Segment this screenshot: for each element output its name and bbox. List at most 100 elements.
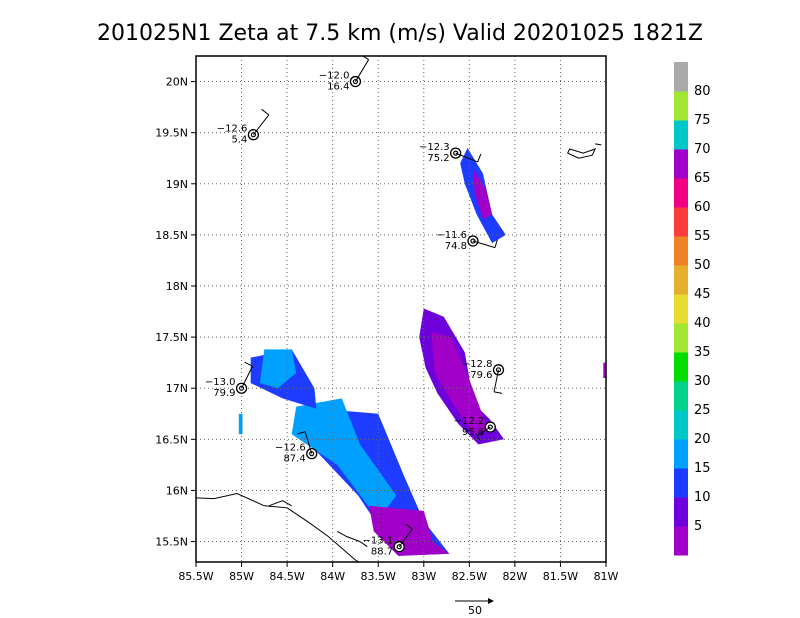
- colorbar-label: 5: [694, 519, 702, 534]
- y-tick-label: 17N: [166, 382, 188, 395]
- station-dot: [470, 238, 476, 244]
- colorbar-label: 50: [694, 258, 711, 273]
- wind-barb-staff: [253, 114, 270, 136]
- wind-barb-staff: [241, 365, 254, 389]
- colorbar-segment: [674, 265, 688, 295]
- colorbar-label: 30: [694, 374, 711, 389]
- y-tick-label: 17.5N: [155, 331, 188, 344]
- station-markers: −12.016.4 −12.6 5.4 −12.375.2 −11.674.8 −13.0…: [205, 56, 505, 558]
- station-lower-value: 95.6: [462, 427, 484, 438]
- x-tick-label: 82.5W: [452, 570, 487, 583]
- colorbar-segment: [674, 497, 688, 527]
- wind-barb-flag: [405, 523, 413, 530]
- wind-barb-staff: [455, 152, 478, 163]
- y-tick-label: 18N: [166, 280, 188, 293]
- x-tick-label: 84W: [320, 570, 345, 583]
- colorbar-segment: [674, 91, 688, 121]
- station-upper-value: −12.3: [419, 142, 450, 153]
- station-marker: −13.079.9: [205, 361, 254, 399]
- station-marker: −11.674.8: [436, 230, 498, 252]
- station-lower-value: 75.2: [427, 153, 449, 164]
- chart-title: 201025N1 Zeta at 7.5 km (m/s) Valid 2020…: [97, 21, 703, 46]
- x-tick-label: 81.5W: [543, 570, 578, 583]
- wind-barb-flag: [476, 435, 481, 441]
- zeta-shaded-region: [291, 398, 397, 520]
- colorbar-label: 45: [694, 287, 711, 302]
- colorbar-label: 80: [694, 84, 711, 99]
- colorbar-label: 10: [694, 490, 711, 505]
- coastline-honduras: [196, 492, 361, 562]
- station-upper-value: −12.2: [454, 416, 485, 427]
- wind-barb-flag: [296, 431, 306, 435]
- coastline-islet: [595, 143, 602, 146]
- station-marker: −13.188.7: [363, 523, 413, 558]
- colorbar-segment: [674, 526, 688, 556]
- reference-arrow-head: [488, 598, 494, 604]
- x-tick-label: 85W: [229, 570, 254, 583]
- colorbar-label: 20: [694, 432, 711, 447]
- y-tick-label: 18.5N: [155, 229, 188, 242]
- station-lower-value: 74.8: [445, 241, 467, 252]
- colorbar-label: 35: [694, 345, 711, 360]
- station-dot: [487, 424, 493, 430]
- zeta-shaded-region: [473, 168, 493, 220]
- colorbar-segment: [674, 178, 688, 208]
- station-upper-value: −13.0: [205, 377, 236, 388]
- colorbar-segment: [674, 381, 688, 411]
- colorbar-label: 70: [694, 142, 711, 157]
- zeta-shaded-region: [431, 332, 488, 435]
- station-dot: [396, 544, 402, 550]
- station-lower-value: 79.6: [470, 370, 492, 381]
- x-tick-label: 84.5W: [269, 570, 304, 583]
- colorbar-segment: [674, 439, 688, 469]
- colorbar-segment: [674, 410, 688, 440]
- colorbar-label: 25: [694, 403, 711, 418]
- station-lower-value: 88.7: [371, 547, 393, 558]
- station-dot: [453, 150, 459, 156]
- y-tick-label: 19.5N: [155, 127, 188, 140]
- wind-barb-flag: [493, 391, 503, 394]
- axes: 85.5W 85W 84.5W 84W 83.5W 83W 82.5W 82W 81.5W 81W…: [155, 55, 619, 583]
- y-tick-label: 19N: [166, 178, 188, 191]
- x-tick-label: 81W: [594, 570, 619, 583]
- wind-barb-flag: [494, 239, 498, 248]
- station-marker: −12.879.6: [462, 359, 505, 394]
- colorbar-label: 40: [694, 316, 711, 331]
- reference-vector-label: 50: [468, 604, 482, 617]
- colorbar-segment: [674, 149, 688, 179]
- grid-lines: [196, 56, 606, 562]
- y-tick-label: 16.5N: [155, 433, 188, 446]
- station-lower-value: 79.9: [213, 388, 235, 399]
- coastline-lagoon: [336, 530, 368, 548]
- station-lower-value: 16.4: [327, 82, 349, 93]
- station-upper-value: −12.6: [275, 443, 306, 454]
- station-marker: −12.375.2: [419, 142, 482, 164]
- station-dot: [309, 451, 315, 457]
- wind-barb-flag: [477, 153, 482, 163]
- wind-barb-flag: [261, 108, 270, 116]
- station-upper-value: −12.0: [319, 71, 350, 82]
- wind-barb-staff: [398, 528, 413, 547]
- station-lower-value: 5.4: [231, 135, 247, 146]
- zeta-shaded-region: [259, 349, 297, 389]
- x-tick-label: 83.5W: [361, 570, 396, 583]
- colorbar-segment: [674, 120, 688, 150]
- reference-vector: 50: [455, 598, 494, 617]
- colorbar-segment: [674, 236, 688, 266]
- wind-barb-staff: [355, 59, 370, 82]
- station-marker: −12.687.4: [275, 431, 318, 465]
- colorbar-label: 75: [694, 113, 711, 128]
- x-tick-label: 83W: [411, 570, 436, 583]
- wind-barb-staff: [493, 369, 499, 392]
- wind-barb-flag: [361, 56, 369, 60]
- station-upper-value: −11.6: [436, 230, 467, 241]
- y-tick-label: 15.5N: [155, 536, 188, 549]
- colorbar-label: 15: [694, 461, 711, 476]
- station-upper-value: −13.1: [363, 536, 394, 547]
- colorbar-segment: [674, 468, 688, 498]
- y-tick-label: 16N: [166, 484, 188, 497]
- map-area: −12.016.4 −12.6 5.4 −12.375.2 −11.674.8 −13.0…: [196, 56, 606, 562]
- colorbar-segment: [674, 352, 688, 382]
- wind-barb-flag: [244, 361, 253, 367]
